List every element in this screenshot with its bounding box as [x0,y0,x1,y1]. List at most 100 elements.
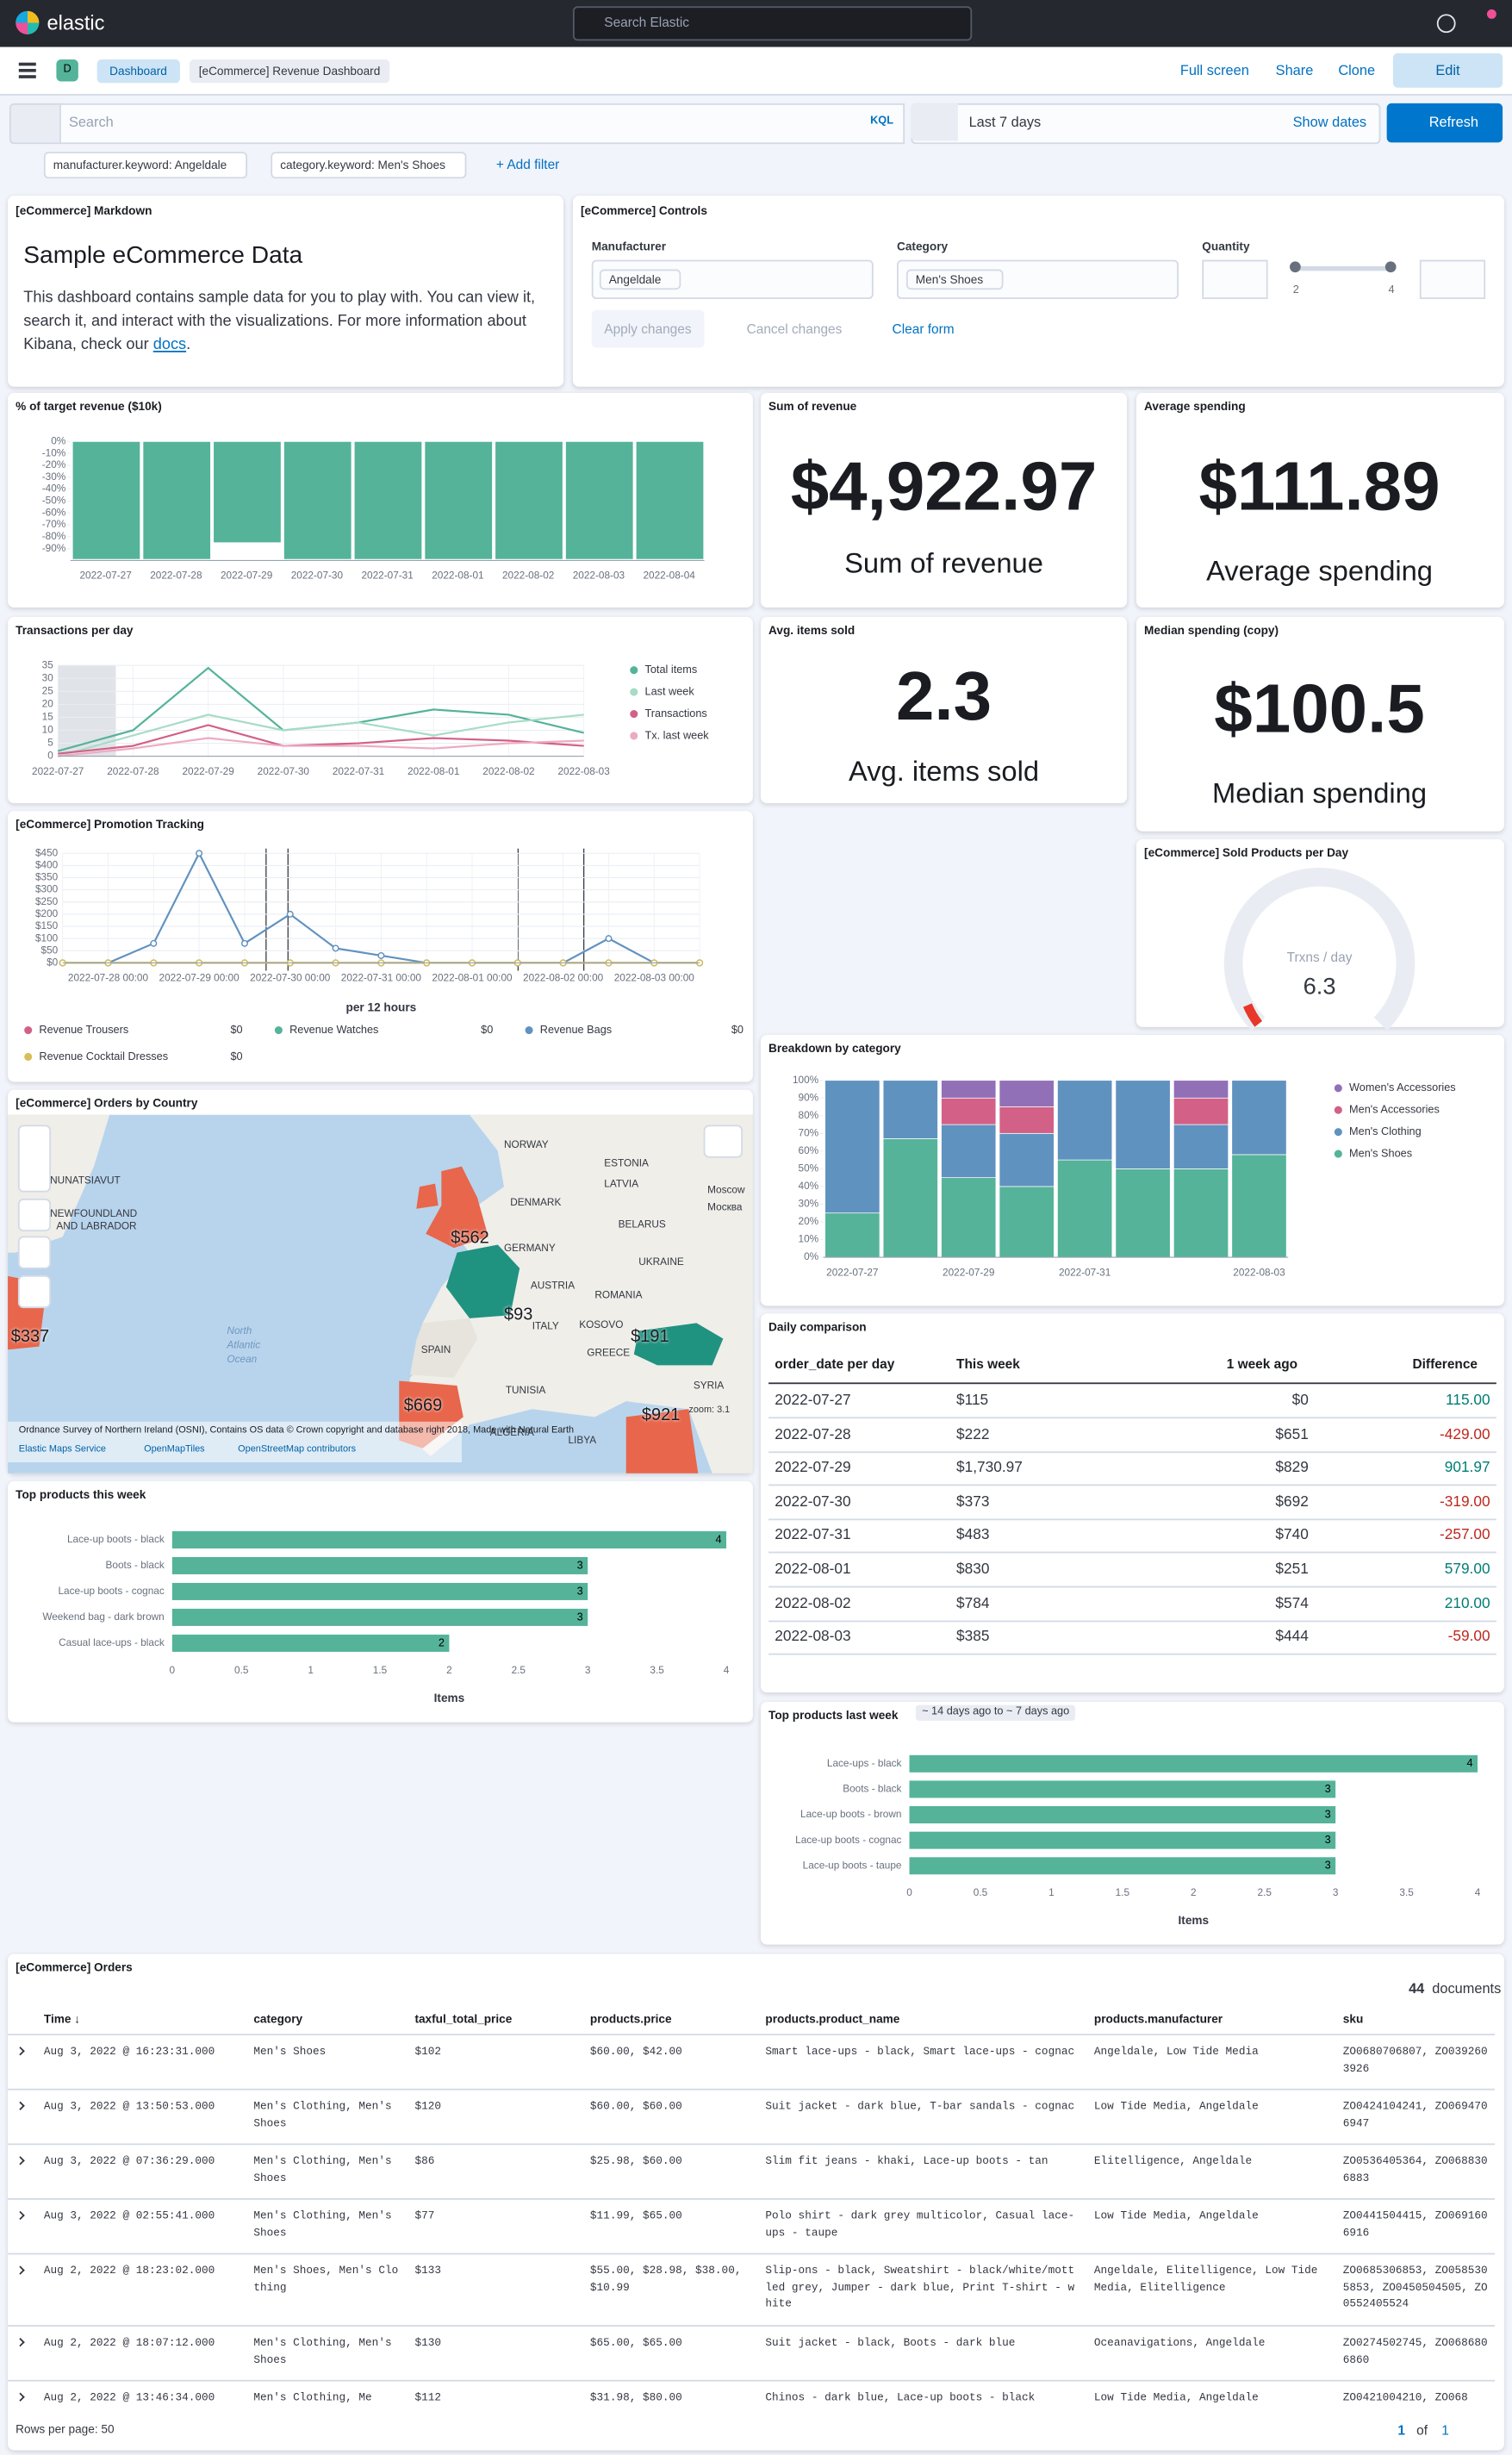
column-header[interactable]: sku [1342,2011,1364,2027]
country [416,1183,439,1209]
table-cell: $112 [414,2392,441,2405]
x-tick-label: 2022-07-30 [291,570,344,582]
table-header[interactable]: 1 week ago [1226,1355,1298,1372]
table-cell: Low Tide Media, Angeldale [1093,2101,1259,2114]
legend-label: Transactions [645,707,707,720]
table-header[interactable]: This week [956,1355,1020,1372]
rows-per-page[interactable]: Rows per page: 50 [16,2421,115,2437]
metric-label: Sum of revenue [844,547,1043,579]
draw-control[interactable] [17,1274,52,1309]
breadcrumb[interactable]: Dashboard [96,59,180,84]
table-cell: 2022-07-31 [775,1527,851,1545]
saved-query[interactable] [9,103,63,145]
apply-button[interactable]: Apply changes [591,309,705,348]
global-search[interactable] [572,6,973,41]
row-line [8,2379,1496,2382]
filter-pill[interactable]: manufacturer.keyword: Angeldale [43,152,247,179]
add-filter[interactable]: + Add filter [495,156,560,172]
metric-value: 2.3 [896,657,992,734]
map-label: TUNISIA [505,1386,546,1397]
nav-action[interactable]: Full screen [1179,62,1249,78]
legend-value: $0 [230,1050,242,1062]
column-header[interactable]: Time ↓ [43,2011,81,2027]
x-tick-label: 1 [1048,1886,1055,1898]
show-dates[interactable]: Show dates [1292,114,1367,130]
cancel-button[interactable]: Cancel changes [746,321,843,337]
filter-pill[interactable]: category.keyword: Men's Shoes [271,152,466,179]
query-input[interactable] [59,103,905,145]
point [605,935,613,943]
slider-handle[interactable] [1384,261,1397,273]
control-pill[interactable]: Angeldale [599,269,681,290]
table-cell: Low Tide Media, Angeldale [1093,2392,1259,2405]
table-cell: $115 [956,1392,989,1410]
x-tick-label: 2022-07-31 [1059,1266,1111,1278]
menu-icon[interactable] [18,62,36,66]
layer-control[interactable] [703,1125,744,1158]
x-tick-label: 1.5 [1116,1886,1130,1898]
column-header[interactable]: products.price [589,2011,672,2027]
refresh-button[interactable] [1386,103,1503,143]
legend-label: Revenue Cocktail Dresses [39,1050,168,1062]
table-cell: 2022-08-01 [775,1561,851,1579]
markdown-link[interactable]: docs [152,336,187,354]
table-cell: Aug 2, 2022 @ 13:46:34.000 [43,2392,215,2405]
control-pill[interactable]: Men's Shoes [905,269,1004,290]
query-language[interactable]: KQL [870,115,893,128]
fit-control[interactable] [17,1236,52,1269]
zoom-control[interactable] [17,1125,52,1193]
edit-button[interactable]: Edit [1392,53,1503,88]
table-header[interactable]: order_date per day [775,1355,895,1372]
y-tick-label: 100% [793,1074,819,1086]
panel [8,1480,753,1723]
map-source[interactable]: Elastic Maps Service [18,1445,106,1455]
x-tick-label: 2 [446,1664,452,1676]
control-box[interactable] [591,259,874,300]
locate-control[interactable] [17,1198,52,1232]
legend-label: Men's Accessories [1349,1103,1440,1116]
search-placeholder: Search Elastic [604,14,690,30]
panel [1136,616,1504,832]
x-axis-label: Items [1179,1914,1210,1927]
bar [1231,1154,1287,1258]
legend-swatch [630,732,638,740]
table-cell: ZO0441504415, ZO0691606916 [1342,2210,1488,2240]
nav-action[interactable]: Clone [1338,62,1376,78]
table-cell: Angeldale, Low Tide Media [1093,2046,1259,2059]
column-header[interactable]: category [253,2011,303,2027]
control-box[interactable] [897,259,1179,300]
column-header[interactable]: taxful_total_price [414,2011,513,2027]
quantity-input[interactable] [1419,259,1486,300]
table-row-line [768,1619,1496,1622]
map-source[interactable]: OpenStreetMap contributors [238,1445,357,1455]
y-tick-label: Lace-up boots - black [67,1533,165,1545]
country [445,1244,520,1318]
panel-title: Sum of revenue [768,399,857,414]
x-tick-label: 2 [1191,1886,1197,1898]
legend-label: Tx. last week [645,728,710,741]
bar [941,1097,997,1125]
clear-button[interactable]: Clear form [892,321,955,337]
date-quick[interactable] [911,103,958,141]
space-badge[interactable]: D [56,59,78,82]
map-source[interactable]: OpenMapTiles [144,1445,205,1455]
panel [1136,393,1504,608]
slider-handle[interactable] [1290,261,1301,273]
column-header[interactable]: products.product_name [765,2011,900,2027]
help-icon[interactable] [1436,14,1456,34]
table-header[interactable]: Difference [1412,1355,1478,1372]
series-line [57,666,584,752]
legend-label: Men's Shoes [1349,1146,1412,1159]
date-picker[interactable] [911,103,1381,145]
table-cell: -429.00 [1440,1425,1490,1443]
panel [8,196,564,387]
column-header[interactable]: products.manufacturer [1093,2011,1223,2027]
y-tick-label: 80% [799,1109,819,1121]
nav-action[interactable]: Share [1275,62,1314,78]
quantity-input[interactable] [1202,259,1268,300]
refresh-label[interactable]: Refresh [1428,114,1478,130]
page-total[interactable]: 1 [1441,2421,1449,2439]
table-row-line [768,1518,1496,1520]
date-range[interactable]: Last 7 days [968,114,1042,130]
page-current[interactable]: 1 [1397,2421,1405,2439]
